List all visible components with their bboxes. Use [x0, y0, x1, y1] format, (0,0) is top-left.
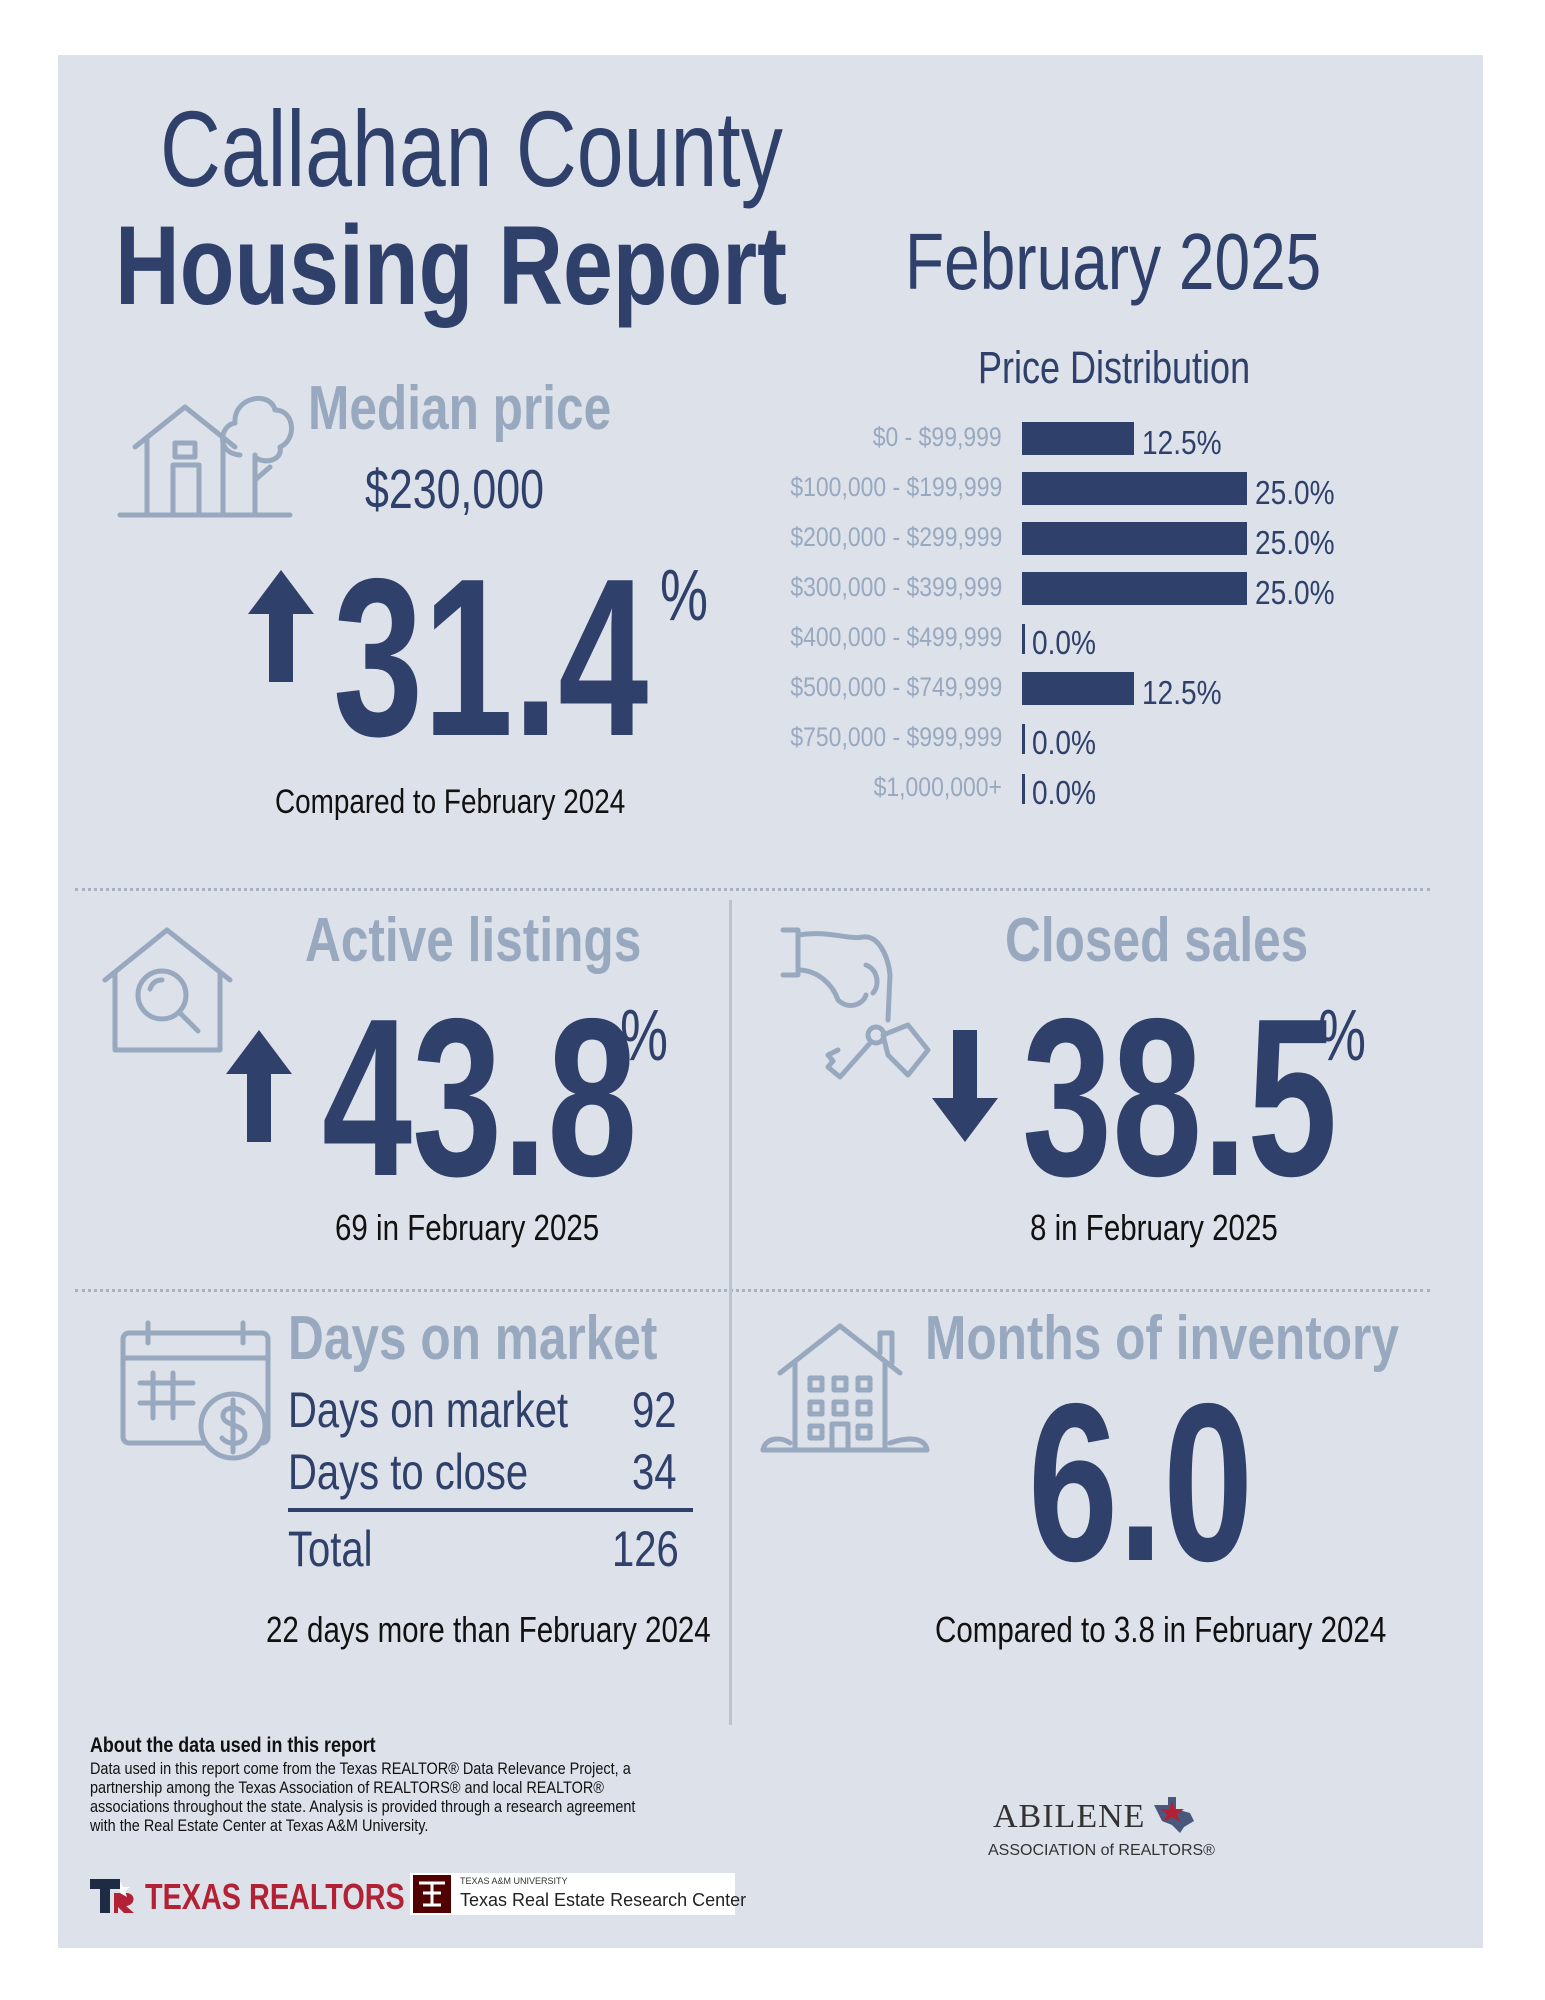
- median-price-label: Median price: [308, 374, 612, 443]
- price-bar: [1022, 572, 1247, 605]
- price-bar: [1022, 624, 1025, 654]
- house-search-icon: [102, 927, 233, 1053]
- texas-realtors-logo-text: TEXAS REALTORS: [145, 1876, 405, 1917]
- price-distribution-title: Price Distribution: [978, 342, 1251, 393]
- median-price-change: 31.4: [333, 531, 649, 783]
- price-bar: [1022, 672, 1134, 705]
- active-listings-label: Active listings: [305, 906, 642, 975]
- days-on-market-comparison: 22 days more than February 2024: [266, 1609, 711, 1650]
- abilene-logo-line1: ABILENE: [993, 1798, 1146, 1835]
- dom-row-value: 34: [632, 1444, 677, 1500]
- dom-row-name: Days to close: [288, 1444, 529, 1500]
- price-percent-label: 12.5%: [1142, 424, 1222, 461]
- price-range-label: $200,000 - $299,999: [790, 522, 1002, 552]
- report-period: February 2025: [905, 217, 1322, 306]
- median-price-value: $230,000: [365, 458, 544, 520]
- price-range-label: $0 - $99,999: [873, 422, 1002, 452]
- about-text: Data used in this report come from the T…: [90, 1760, 732, 1836]
- divider-middle: [75, 1289, 1430, 1292]
- about-line: with the Real Estate Center at Texas A&M…: [90, 1816, 429, 1835]
- texas-realtors-mark-icon: [90, 1879, 134, 1913]
- active-listings-change: 43.8: [322, 971, 638, 1223]
- report-panel: [58, 55, 1483, 1948]
- price-range-label: $500,000 - $749,999: [790, 672, 1002, 702]
- price-percent-label: 25.0%: [1255, 524, 1335, 561]
- divider-vertical: [729, 900, 732, 1725]
- texas-star-icon: [1154, 1797, 1194, 1833]
- arrow-up-icon: [226, 1030, 292, 1142]
- price-range-label: $300,000 - $399,999: [790, 572, 1002, 602]
- arrow-down-icon: [932, 1030, 998, 1142]
- tamu-atm-icon: [413, 1875, 451, 1913]
- active-listings-detail: 69 in February 2025: [335, 1207, 600, 1248]
- price-range-label: $400,000 - $499,999: [790, 622, 1002, 652]
- price-range-label: $1,000,000+: [873, 772, 1002, 802]
- tamu-center-text: Texas Real Estate Research Center: [460, 1890, 747, 1910]
- months-inventory-label: Months of inventory: [925, 1304, 1399, 1373]
- closed-sales-percent-sign: %: [1318, 996, 1367, 1076]
- price-percent-label: 25.0%: [1255, 474, 1335, 511]
- divider-top: [75, 888, 1430, 891]
- price-percent-label: 12.5%: [1142, 674, 1222, 711]
- price-percent-label: 0.0%: [1032, 774, 1096, 811]
- arrow-up-icon: [248, 570, 314, 682]
- closed-sales-detail: 8 in February 2025: [1030, 1207, 1278, 1248]
- calendar-dollar-icon: [120, 1320, 271, 1461]
- days-on-market-label: Days on market: [288, 1304, 658, 1373]
- median-price-comparison: Compared to February 2024: [275, 783, 626, 821]
- tamu-logo: TEXAS A&M UNIVERSITY Texas Real Estate R…: [410, 1873, 746, 1915]
- price-bar: [1022, 774, 1025, 804]
- hand-key-icon: [780, 927, 931, 1080]
- dom-total-value: 126: [612, 1521, 679, 1577]
- active-listings-percent-sign: %: [620, 996, 669, 1076]
- about-title: About the data used in this report: [90, 1734, 376, 1757]
- dom-row-value: 92: [632, 1382, 677, 1438]
- price-bar: [1022, 472, 1247, 505]
- months-inventory-comparison: Compared to 3.8 in February 2024: [935, 1609, 1387, 1650]
- about-line: partnership among the Texas Association …: [90, 1778, 604, 1797]
- price-range-label: $100,000 - $199,999: [790, 472, 1002, 502]
- dom-row-name: Days on market: [288, 1382, 569, 1438]
- price-bar: [1022, 724, 1025, 754]
- price-bar: [1022, 422, 1134, 455]
- about-line: associations throughout the state. Analy…: [90, 1797, 636, 1816]
- dom-total-rule: [288, 1508, 693, 1512]
- price-bar: [1022, 522, 1247, 555]
- closed-sales-label: Closed sales: [1005, 906, 1309, 975]
- house-tree-icon: [117, 395, 294, 518]
- price-percent-label: 0.0%: [1032, 624, 1096, 661]
- tamu-small-text: TEXAS A&M UNIVERSITY: [460, 1876, 568, 1886]
- title-line2: Housing Report: [115, 203, 787, 328]
- dom-total-label: Total: [288, 1521, 373, 1577]
- about-line: Data used in this report come from the T…: [90, 1759, 631, 1778]
- months-inventory-value: 6.0: [1028, 1356, 1254, 1608]
- price-percent-label: 25.0%: [1255, 574, 1335, 611]
- price-range-label: $750,000 - $999,999: [790, 722, 1002, 752]
- price-percent-label: 0.0%: [1032, 724, 1096, 761]
- abilene-logo-line2: ASSOCIATION of REALTORS®: [988, 1842, 1215, 1859]
- closed-sales-change: 38.5: [1022, 971, 1338, 1223]
- building-icon: [760, 1323, 930, 1453]
- median-price-percent-sign: %: [660, 556, 709, 636]
- title-line1: Callahan County: [160, 88, 783, 209]
